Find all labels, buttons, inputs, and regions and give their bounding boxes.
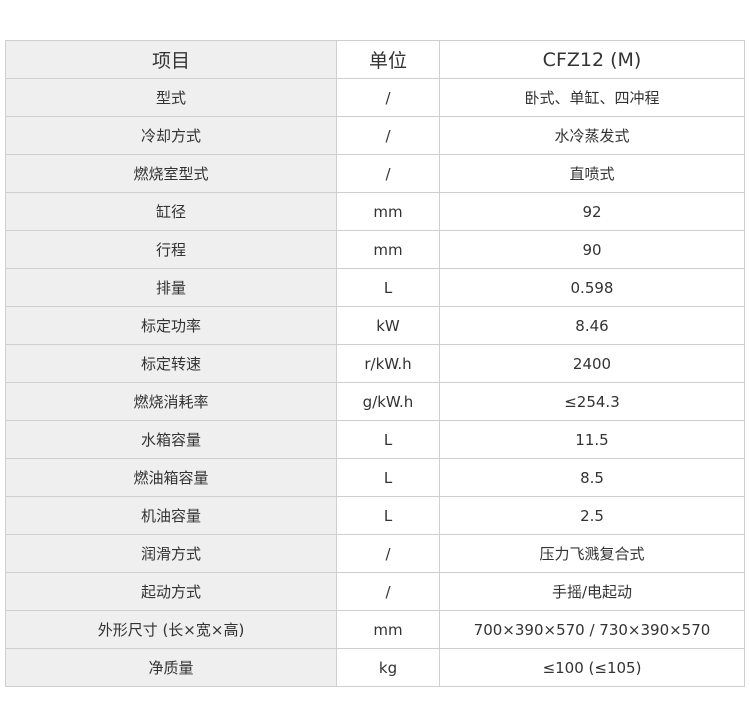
cell-item: 排量 <box>5 268 337 307</box>
table-row: 净质量 kg ≤100 (≤105) <box>5 648 745 687</box>
cell-unit: L <box>336 420 440 459</box>
cell-value: 0.598 <box>439 268 745 307</box>
cell-item: 行程 <box>5 230 337 269</box>
header-unit: 单位 <box>336 40 440 79</box>
cell-value: 8.46 <box>439 306 745 345</box>
cell-item: 型式 <box>5 78 337 117</box>
cell-value: ≤254.3 <box>439 382 745 421</box>
cell-value: 水冷蒸发式 <box>439 116 745 155</box>
table-row: 燃油箱容量 L 8.5 <box>5 458 745 497</box>
cell-value: 2.5 <box>439 496 745 535</box>
cell-item: 机油容量 <box>5 496 337 535</box>
cell-item: 缸径 <box>5 192 337 231</box>
cell-unit: kg <box>336 648 440 687</box>
cell-unit: / <box>336 116 440 155</box>
cell-value: 92 <box>439 192 745 231</box>
table-row: 行程 mm 90 <box>5 230 745 269</box>
cell-unit: mm <box>336 192 440 231</box>
cell-item: 外形尺寸 (长×宽×高) <box>5 610 337 649</box>
cell-unit: / <box>336 154 440 193</box>
table-row: 机油容量 L 2.5 <box>5 496 745 535</box>
cell-unit: r/kW.h <box>336 344 440 383</box>
header-item: 项目 <box>5 40 337 79</box>
cell-unit: mm <box>336 230 440 269</box>
cell-item: 燃烧消耗率 <box>5 382 337 421</box>
cell-value: 卧式、单缸、四冲程 <box>439 78 745 117</box>
spec-table: 项目 单位 CFZ12 (M) 型式 / 卧式、单缸、四冲程 冷却方式 / 水冷蒸发式 燃烧… <box>5 40 745 687</box>
cell-value: 8.5 <box>439 458 745 497</box>
cell-unit: L <box>336 496 440 535</box>
table-row: 外形尺寸 (长×宽×高) mm 700×390×570 / 730×390×570 <box>5 610 745 649</box>
cell-value: ≤100 (≤105) <box>439 648 745 687</box>
cell-item: 燃烧室型式 <box>5 154 337 193</box>
cell-item: 标定转速 <box>5 344 337 383</box>
cell-item: 冷却方式 <box>5 116 337 155</box>
cell-item: 标定功率 <box>5 306 337 345</box>
cell-value: 压力飞溅复合式 <box>439 534 745 573</box>
cell-item: 起动方式 <box>5 572 337 611</box>
table-row: 标定转速 r/kW.h 2400 <box>5 344 745 383</box>
table-row: 起动方式 / 手摇/电起动 <box>5 572 745 611</box>
table-row: 排量 L 0.598 <box>5 268 745 307</box>
header-model: CFZ12 (M) <box>439 40 745 79</box>
table-row: 型式 / 卧式、单缸、四冲程 <box>5 78 745 117</box>
cell-item: 燃油箱容量 <box>5 458 337 497</box>
cell-unit: / <box>336 78 440 117</box>
cell-value: 直喷式 <box>439 154 745 193</box>
cell-unit: L <box>336 458 440 497</box>
cell-item: 润滑方式 <box>5 534 337 573</box>
table-row: 标定功率 kW 8.46 <box>5 306 745 345</box>
cell-value: 700×390×570 / 730×390×570 <box>439 610 745 649</box>
cell-item: 水箱容量 <box>5 420 337 459</box>
cell-unit: mm <box>336 610 440 649</box>
cell-unit: / <box>336 534 440 573</box>
table-row: 燃烧室型式 / 直喷式 <box>5 154 745 193</box>
table-row: 燃烧消耗率 g/kW.h ≤254.3 <box>5 382 745 421</box>
cell-value: 90 <box>439 230 745 269</box>
cell-value: 2400 <box>439 344 745 383</box>
header-row: 项目 单位 CFZ12 (M) <box>5 40 745 79</box>
cell-unit: kW <box>336 306 440 345</box>
table-row: 缸径 mm 92 <box>5 192 745 231</box>
cell-value: 11.5 <box>439 420 745 459</box>
cell-item: 净质量 <box>5 648 337 687</box>
table-row: 润滑方式 / 压力飞溅复合式 <box>5 534 745 573</box>
cell-unit: g/kW.h <box>336 382 440 421</box>
cell-value: 手摇/电起动 <box>439 572 745 611</box>
cell-unit: L <box>336 268 440 307</box>
cell-unit: / <box>336 572 440 611</box>
table-row: 水箱容量 L 11.5 <box>5 420 745 459</box>
table-row: 冷却方式 / 水冷蒸发式 <box>5 116 745 155</box>
